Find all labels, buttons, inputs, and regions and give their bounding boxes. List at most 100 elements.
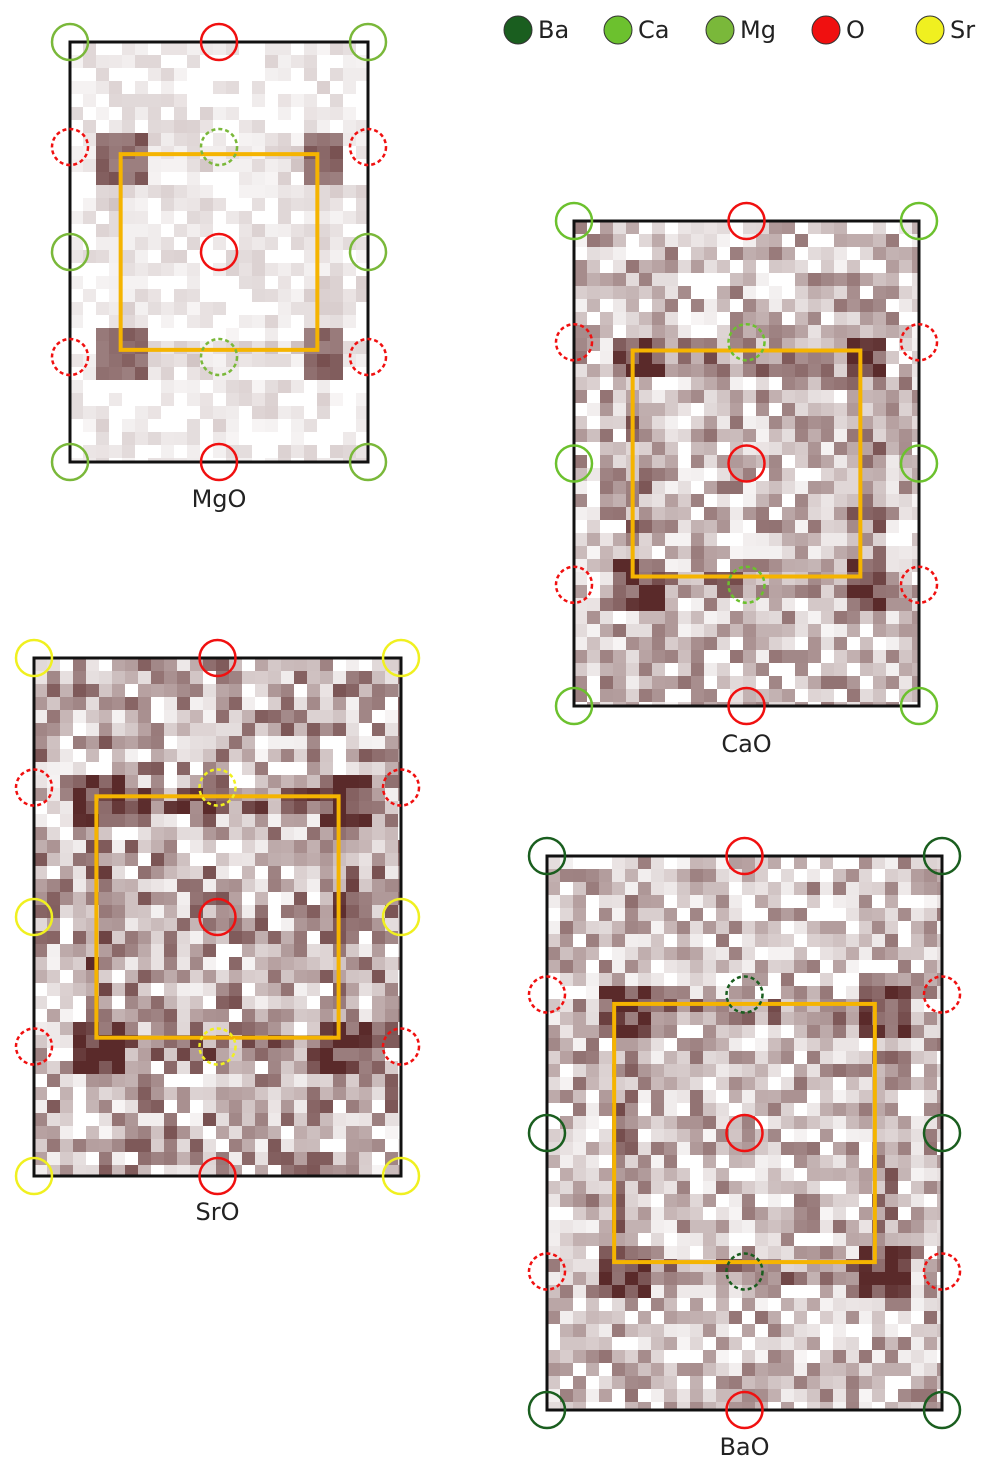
density-pixel (304, 302, 317, 315)
density-pixel (304, 250, 317, 263)
density-pixel (99, 814, 112, 827)
density-pixel (808, 546, 821, 559)
density-pixel (885, 856, 898, 869)
density-pixel (265, 406, 278, 419)
density-pixel (99, 801, 112, 814)
density-pixel (756, 650, 769, 663)
density-pixel (47, 710, 60, 723)
density-pixel (756, 520, 769, 533)
density-pixel (872, 1350, 885, 1363)
density-pixel (664, 1129, 677, 1142)
density-pixel (808, 520, 821, 533)
density-pixel (281, 684, 294, 697)
density-pixel (833, 869, 846, 882)
density-pixel (385, 1061, 398, 1074)
density-pixel (899, 507, 912, 520)
density-pixel (138, 697, 151, 710)
density-pixel (846, 986, 859, 999)
density-pixel (307, 1009, 320, 1022)
density-pixel (281, 1009, 294, 1022)
density-pixel (599, 1090, 612, 1103)
density-pixel (652, 468, 665, 481)
density-pixel (782, 611, 795, 624)
density-pixel (239, 263, 252, 276)
density-pixel (229, 1100, 242, 1113)
density-pixel (573, 1337, 586, 1350)
density-pixel (330, 445, 343, 458)
density-pixel (937, 1376, 942, 1389)
density-pixel (73, 892, 86, 905)
density-pixel (716, 1298, 729, 1311)
density-pixel (359, 749, 372, 762)
density-pixel (600, 442, 613, 455)
density-pixel (346, 1061, 359, 1074)
density-pixel (96, 406, 109, 419)
density-pixel (638, 1363, 651, 1376)
density-pixel (291, 445, 304, 458)
density-pixel (678, 260, 691, 273)
density-pixel (34, 1139, 47, 1152)
density-pixel (255, 931, 268, 944)
density-pixel (677, 947, 690, 960)
density-pixel (872, 1311, 885, 1324)
density-pixel (665, 611, 678, 624)
density-pixel (833, 1103, 846, 1116)
density-pixel (652, 234, 665, 247)
density-pixel (122, 432, 135, 445)
density-pixel (359, 801, 372, 814)
density-pixel (330, 276, 343, 289)
density-pixel (782, 559, 795, 572)
density-pixel (833, 1402, 846, 1410)
density-pixel (768, 1129, 781, 1142)
density-pixel (333, 1087, 346, 1100)
density-pixel (794, 882, 807, 895)
density-pixel (613, 585, 626, 598)
density-pixel (937, 1025, 942, 1038)
density-pixel (346, 1087, 359, 1100)
density-pixel (164, 1061, 177, 1074)
density-pixel (278, 354, 291, 367)
density-pixel (109, 367, 122, 380)
density-pixel (781, 1142, 794, 1155)
density-pixel (138, 892, 151, 905)
density-pixel (833, 1142, 846, 1155)
density-pixel (385, 1126, 398, 1139)
density-pixel (229, 723, 242, 736)
density-pixel (703, 947, 716, 960)
density-pixel (586, 1064, 599, 1077)
density-pixel (265, 458, 278, 462)
density-pixel (216, 684, 229, 697)
density-pixel (547, 1298, 560, 1311)
density-pixel (716, 1285, 729, 1298)
density-pixel (47, 944, 60, 957)
density-pixel (625, 934, 638, 947)
density-pixel (781, 1090, 794, 1103)
density-pixel (560, 895, 573, 908)
density-pixel (294, 905, 307, 918)
density-pixel (846, 1220, 859, 1233)
density-pixel (161, 198, 174, 211)
density-pixel (755, 1051, 768, 1064)
density-pixel (600, 247, 613, 260)
density-pixel (317, 393, 330, 406)
density-pixel (190, 983, 203, 996)
density-pixel (703, 1363, 716, 1376)
density-pixel (742, 921, 755, 934)
density-pixel (652, 260, 665, 273)
density-pixel (639, 260, 652, 273)
density-pixel (135, 172, 148, 185)
density-pixel (83, 458, 96, 462)
density-pixel (729, 1129, 742, 1142)
density-pixel (807, 1363, 820, 1376)
density-pixel (547, 1220, 560, 1233)
density-pixel (756, 507, 769, 520)
density-pixel (268, 749, 281, 762)
density-pixel (291, 354, 304, 367)
density-pixel (860, 312, 873, 325)
density-pixel (600, 481, 613, 494)
density-pixel (781, 908, 794, 921)
density-pixel (756, 455, 769, 468)
density-pixel (794, 960, 807, 973)
density-pixel (664, 1298, 677, 1311)
density-pixel (781, 960, 794, 973)
